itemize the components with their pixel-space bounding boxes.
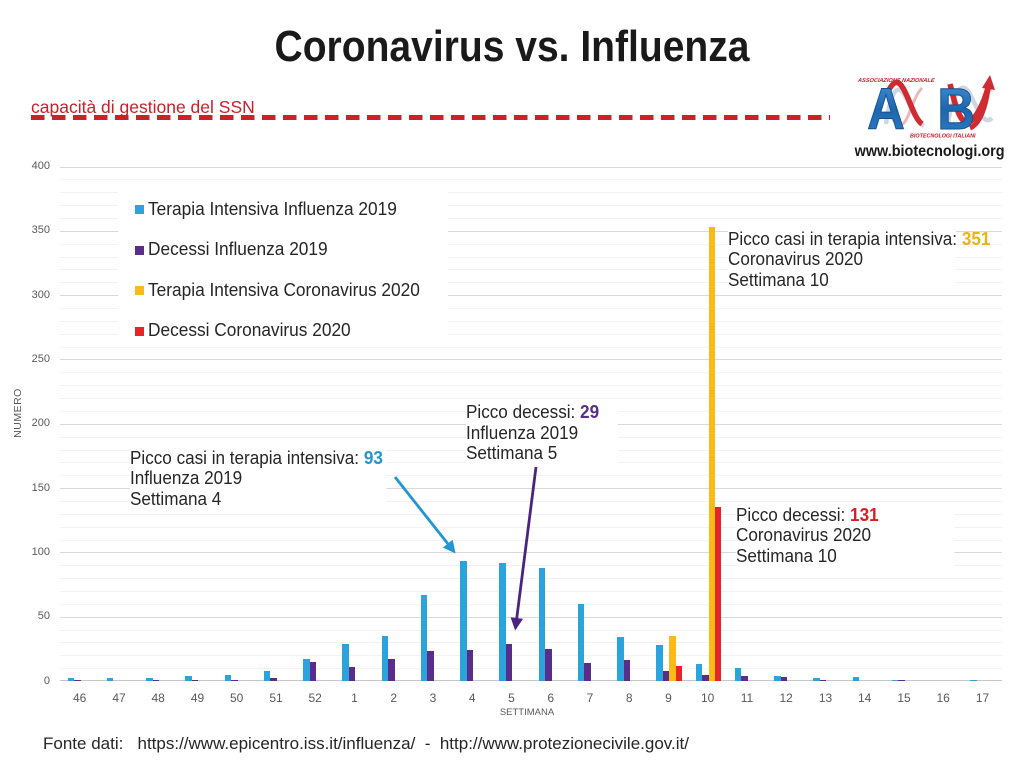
svg-text:BIOTECNOLOGI ITALIANI: BIOTECNOLOGI ITALIANI: [910, 134, 976, 140]
svg-text:B: B: [937, 76, 975, 141]
svg-text:A: A: [867, 76, 905, 141]
svg-text:www.biotecnologi.org: www.biotecnologi.org: [854, 143, 1005, 161]
